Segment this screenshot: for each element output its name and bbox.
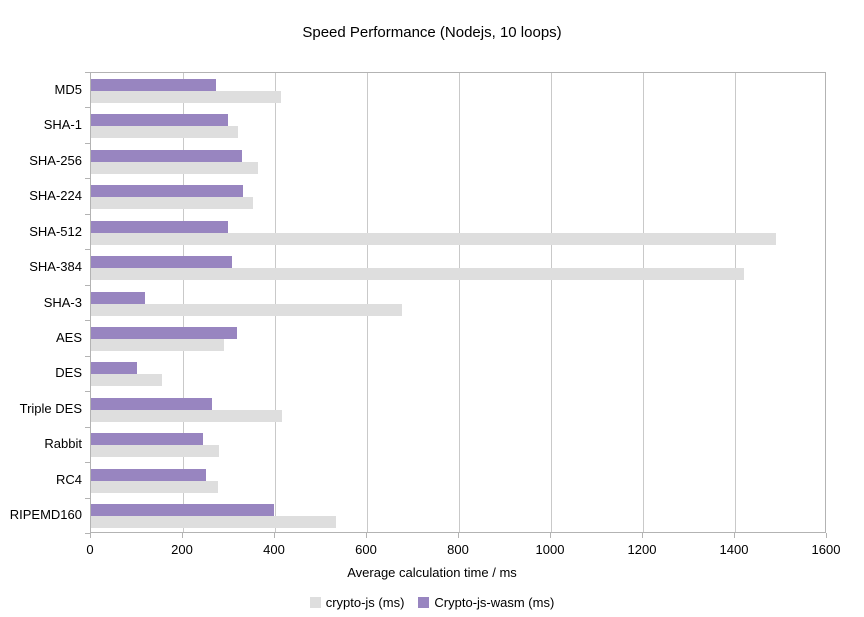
bar — [91, 445, 219, 458]
bar — [91, 161, 258, 174]
bar — [91, 149, 242, 162]
y-category-label: AES — [55, 329, 82, 345]
y-category-label: Rabbit — [44, 436, 82, 452]
y-axis-tick — [85, 391, 90, 392]
y-axis-tick — [85, 462, 90, 463]
legend-swatch — [418, 597, 430, 608]
x-tick-label: 200 — [171, 542, 193, 557]
y-category-label: SHA-3 — [43, 294, 82, 310]
gridline — [367, 73, 368, 532]
y-axis-tick — [85, 249, 90, 250]
y-axis-tick — [85, 214, 90, 215]
y-category-label: RIPEMD160 — [9, 507, 82, 523]
bar — [91, 114, 228, 127]
x-axis-title: Average calculation time / ms — [347, 565, 517, 580]
bar — [91, 126, 239, 139]
bar — [91, 362, 137, 375]
x-tick-label: 400 — [263, 542, 285, 557]
x-tick-label: 1400 — [719, 542, 749, 557]
legend-item: crypto-js (ms) — [309, 595, 405, 610]
bar — [91, 374, 163, 387]
x-axis-tick — [458, 533, 459, 538]
x-axis-tick — [642, 533, 643, 538]
bar — [91, 504, 275, 517]
legend: crypto-js (ms) Crypto-js-wasm (ms) — [0, 595, 864, 610]
y-axis-tick — [85, 320, 90, 321]
y-category-label: Triple DES — [19, 400, 82, 416]
bar — [91, 409, 282, 422]
legend-item: Crypto-js-wasm (ms) — [418, 595, 554, 610]
x-tick-label: 1200 — [627, 542, 657, 557]
plot-area — [90, 72, 826, 533]
x-axis-tick — [734, 533, 735, 538]
legend-swatch — [309, 597, 321, 608]
bar — [91, 185, 243, 198]
gridline — [459, 73, 460, 532]
x-axis-tick — [90, 533, 91, 538]
y-axis-tick — [85, 285, 90, 286]
y-category-label: DES — [55, 365, 82, 381]
legend-label: Crypto-js-wasm (ms) — [434, 595, 555, 610]
y-category-label: SHA-384 — [29, 259, 82, 275]
bar — [91, 78, 217, 91]
y-axis-tick — [85, 107, 90, 108]
bar — [91, 516, 337, 529]
bar — [91, 303, 402, 316]
y-axis-tick — [85, 143, 90, 144]
y-axis-tick — [85, 427, 90, 428]
x-tick-label: 600 — [355, 542, 377, 557]
y-category-label: MD5 — [54, 81, 82, 97]
y-category-label: SHA-256 — [29, 152, 82, 168]
x-axis-tick — [550, 533, 551, 538]
y-category-label: SHA-224 — [29, 188, 82, 204]
bar — [91, 291, 146, 304]
bar — [91, 338, 225, 351]
bar — [91, 268, 745, 281]
gridline — [735, 73, 736, 532]
bar — [91, 220, 229, 233]
bar — [91, 90, 281, 103]
bar — [91, 397, 213, 410]
y-category-label: SHA-512 — [29, 223, 82, 239]
y-axis-tick — [85, 498, 90, 499]
bar — [91, 433, 203, 446]
x-axis-tick — [274, 533, 275, 538]
gridline — [275, 73, 276, 532]
bar — [91, 256, 233, 269]
x-axis-tick — [826, 533, 827, 538]
x-axis-tick — [182, 533, 183, 538]
gridline — [551, 73, 552, 532]
gridline — [643, 73, 644, 532]
bar — [91, 326, 238, 339]
legend-label: crypto-js (ms) — [325, 595, 405, 610]
x-axis-tick — [366, 533, 367, 538]
y-axis-tick — [85, 72, 90, 73]
x-tick-label: 1600 — [811, 542, 841, 557]
x-tick-label: 1000 — [535, 542, 565, 557]
y-category-label: RC4 — [55, 471, 82, 487]
bar — [91, 468, 207, 481]
bar — [91, 232, 777, 245]
y-category-label: SHA-1 — [43, 117, 82, 133]
chart-title: Speed Performance (Nodejs, 10 loops) — [302, 24, 562, 41]
y-axis-tick — [85, 356, 90, 357]
y-axis-tick — [85, 533, 90, 534]
bar — [91, 480, 218, 493]
y-axis-tick — [85, 178, 90, 179]
x-tick-label: 800 — [447, 542, 469, 557]
bar — [91, 197, 254, 210]
x-tick-label: 0 — [86, 542, 94, 557]
gridline — [183, 73, 184, 532]
